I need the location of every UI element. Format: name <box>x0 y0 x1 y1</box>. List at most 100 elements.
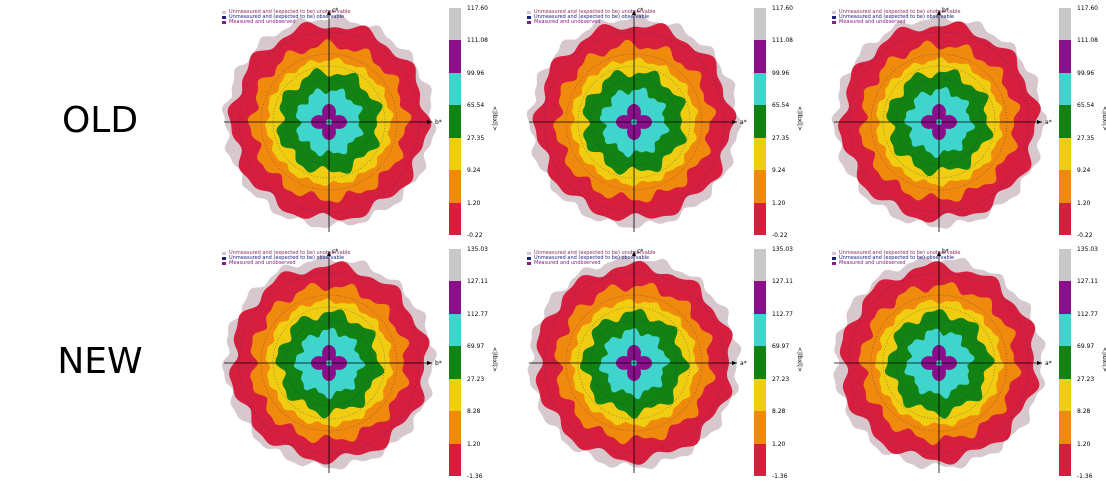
colorbar-tick: -0.22 <box>467 232 483 239</box>
colorbar-tick: 127.11 <box>1077 278 1098 286</box>
legend-swatch <box>222 21 226 24</box>
legend-text: Measured and unobserved <box>534 19 601 25</box>
map-legend: Unmeasured and (expected to be) unobserv… <box>527 251 655 266</box>
colorbar-segment <box>1059 443 1071 477</box>
legend-swatch <box>527 21 531 24</box>
legend-text: Unmeasured and (expected to be) unobserv… <box>534 9 656 15</box>
colorbar <box>449 8 461 236</box>
axis-arrow-right <box>427 361 432 365</box>
axis-label-top: b* <box>942 248 949 255</box>
legend-swatch <box>222 262 226 265</box>
legend-swatch <box>832 11 836 14</box>
legend-swatch <box>832 252 836 255</box>
colorbar <box>1059 8 1071 236</box>
colorbar-segment <box>1059 40 1071 74</box>
legend-swatch <box>832 257 836 260</box>
diffraction-map-new-3: b* a* Unmeasured and (expected to be) unob… <box>822 245 1106 481</box>
legend-swatch <box>832 262 836 265</box>
colorbar-segment <box>754 170 766 204</box>
legend-item: Unmeasured and (expected to be) unobserv… <box>222 251 350 256</box>
colorbar-tick: 69.97 <box>772 343 790 351</box>
colorbar-tick: 135.03 <box>1077 246 1098 253</box>
legend-item: Measured and unobserved <box>832 261 960 266</box>
legend-text: Measured and unobserved <box>229 260 296 266</box>
colorbar-tick: 99.96 <box>1077 69 1095 77</box>
colorbar-segment <box>754 281 766 315</box>
map-svg: b* a* <box>833 248 1052 473</box>
diffraction-map-old-2: c* a* Unmeasured and (expected to be) unob… <box>517 4 817 240</box>
legend-text: Unmeasured and (expected to be) unobserv… <box>229 9 351 15</box>
legend-item: Measured and unobserved <box>527 20 655 25</box>
map-svg: c* b* <box>222 7 442 232</box>
legend-text: Measured and unobserved <box>229 19 296 25</box>
colorbar-tick: 9.24 <box>772 167 786 175</box>
colorbar-tick: 27.23 <box>1077 375 1095 383</box>
colorbar-tick: 99.96 <box>467 69 485 77</box>
legend-item: Unmeasured and (expected to be) unobserv… <box>222 10 350 15</box>
colorbar-segment <box>1059 411 1071 445</box>
colorbar-label: <|Ibxl|> <box>491 106 498 131</box>
colorbar-segment <box>1059 72 1071 106</box>
colorbar-tick: 99.96 <box>772 69 790 77</box>
colorbar-tick: 8.28 <box>1077 408 1091 416</box>
legend-item: Measured and unobserved <box>527 261 655 266</box>
colorbar-segment <box>449 8 461 41</box>
colorbar-segment <box>449 346 461 380</box>
legend-text: Unmeasured and (expected to be) observab… <box>229 255 345 261</box>
legend-text: Unmeasured and (expected to be) observab… <box>229 14 345 20</box>
colorbar-tick: 69.97 <box>1077 343 1095 351</box>
colorbar <box>1059 249 1071 477</box>
colorbar-tick: 65.54 <box>467 102 485 110</box>
colorbar-segment <box>1059 346 1071 380</box>
legend-text: Unmeasured and (expected to be) unobserv… <box>839 9 961 15</box>
map-legend: Unmeasured and (expected to be) unobserv… <box>832 10 960 25</box>
legend-text: Measured and unobserved <box>839 260 906 266</box>
colorbar-tick: 1.20 <box>772 440 786 448</box>
colorbar-label: <|Ibxl|> <box>796 106 803 131</box>
row-label-new: NEW <box>57 341 143 382</box>
colorbar-segment <box>449 249 461 282</box>
axis-arrow-top <box>632 251 636 256</box>
axis-label-top: c* <box>637 248 643 255</box>
colorbar-segment <box>1059 313 1071 347</box>
axis-arrow-top <box>327 251 331 256</box>
colorbar-segment <box>449 378 461 412</box>
colorbar-tick: 8.28 <box>772 408 786 416</box>
colorbar-tick: 69.97 <box>467 343 485 351</box>
colorbar-segment <box>1059 202 1071 236</box>
legend-text: Unmeasured and (expected to be) observab… <box>534 255 650 261</box>
colorbar-tick: -1.36 <box>772 473 788 480</box>
colorbar-segment <box>449 202 461 236</box>
colorbar-segment <box>1059 249 1071 282</box>
colorbar <box>754 8 766 236</box>
legend-item: Unmeasured and (expected to be) observab… <box>832 256 960 261</box>
colorbar-segment <box>754 411 766 445</box>
colorbar-tick: 27.35 <box>467 134 485 142</box>
diffraction-map-new-2: c* a* Unmeasured and (expected to be) unob… <box>517 245 817 481</box>
colorbar-tick: 1.20 <box>772 199 786 207</box>
legend-item: Unmeasured and (expected to be) observab… <box>222 15 350 20</box>
legend-swatch <box>832 21 836 24</box>
legend-swatch <box>222 252 226 255</box>
legend-item: Unmeasured and (expected to be) observab… <box>832 15 960 20</box>
colorbar-segment <box>754 105 766 139</box>
colorbar-segment <box>1059 170 1071 204</box>
colorbar-tick: 117.60 <box>1077 5 1098 12</box>
legend-item: Measured and unobserved <box>222 261 350 266</box>
legend-swatch <box>527 262 531 265</box>
legend-swatch <box>527 16 531 19</box>
colorbar-segment <box>1059 378 1071 412</box>
colorbar-segment <box>754 202 766 236</box>
legend-item: Measured and unobserved <box>832 20 960 25</box>
colorbar-tick: 117.60 <box>467 5 488 12</box>
axis-arrow-right <box>732 120 737 124</box>
colorbar-segment <box>754 72 766 106</box>
colorbar-tick: 65.54 <box>772 102 790 110</box>
axis-label-top: c* <box>637 7 643 14</box>
axis-arrow-right <box>732 361 737 365</box>
colorbar-tick: -0.22 <box>772 232 788 239</box>
colorbar <box>754 249 766 477</box>
axis-label-right: b* <box>435 119 442 126</box>
axis-arrow-right <box>1037 361 1042 365</box>
colorbar-tick: 65.54 <box>1077 102 1095 110</box>
